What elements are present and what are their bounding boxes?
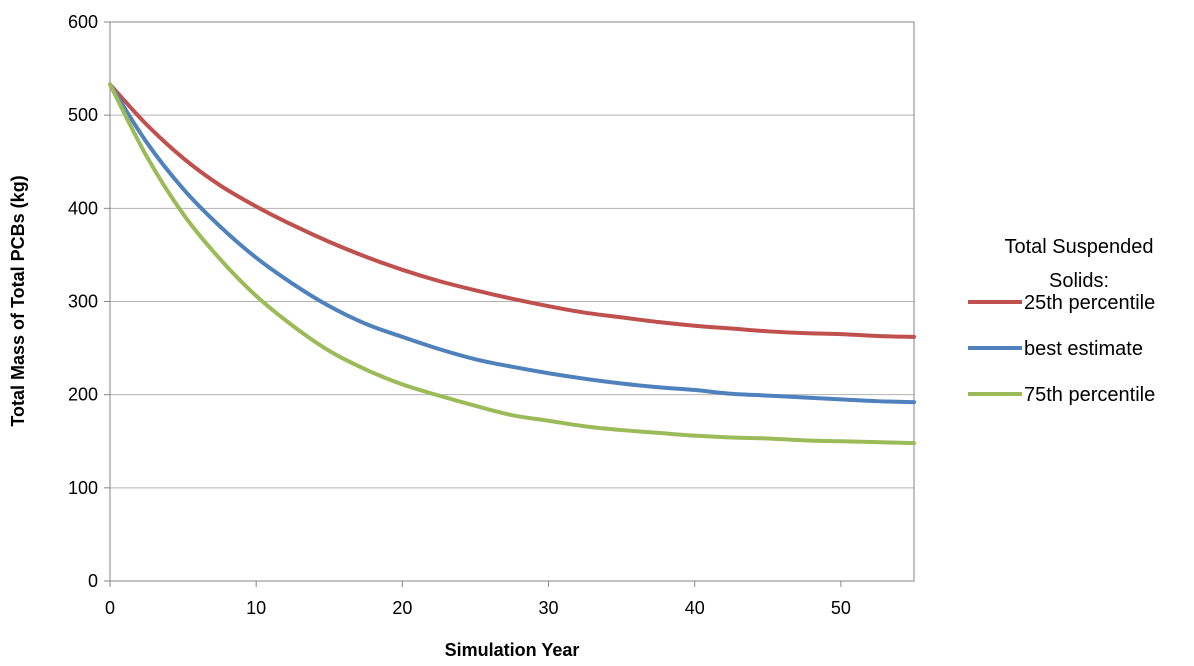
legend-title-line: Solids: [1049,270,1109,292]
x-tick-label: 20 [392,598,412,618]
y-tick-label: 200 [68,385,98,405]
series-line-best-estimate [108,82,916,405]
x-axis-title: Simulation Year [445,640,580,660]
y-tick-label: 300 [68,292,98,312]
x-tick-label: 0 [105,598,115,618]
x-tick-label: 50 [831,598,851,618]
x-tick-label: 10 [246,598,266,618]
legend-title-line: Total Suspended [1004,236,1153,258]
series-line-75th-percentile [108,82,916,446]
y-tick-label: 100 [68,478,98,498]
y-tick-label: 600 [68,12,98,32]
axes: 0 100 200 300 400 500 600 0 10 20 30 40 50 [68,12,915,618]
x-tick-label: 30 [539,598,559,618]
y-tick-label: 500 [68,105,98,125]
y-tick-label: 0 [88,571,98,591]
series-lines [108,82,916,446]
legend-label-25th-percentile: 25th percentile [1024,292,1155,314]
series-line-25th-percentile [108,82,916,339]
y-tick-label: 400 [68,198,98,218]
legend-label-75th-percentile: 75th percentile [1024,384,1155,406]
x-tick-label: 40 [685,598,705,618]
y-axis-title: Total Mass of Total PCBs (kg) [8,175,28,426]
legend: Total Suspended Solids:25th percentile bes… [968,236,1155,406]
legend-label-best-estimate: best estimate [1024,338,1143,360]
plot-area-border [109,21,915,582]
gridlines [110,21,914,489]
